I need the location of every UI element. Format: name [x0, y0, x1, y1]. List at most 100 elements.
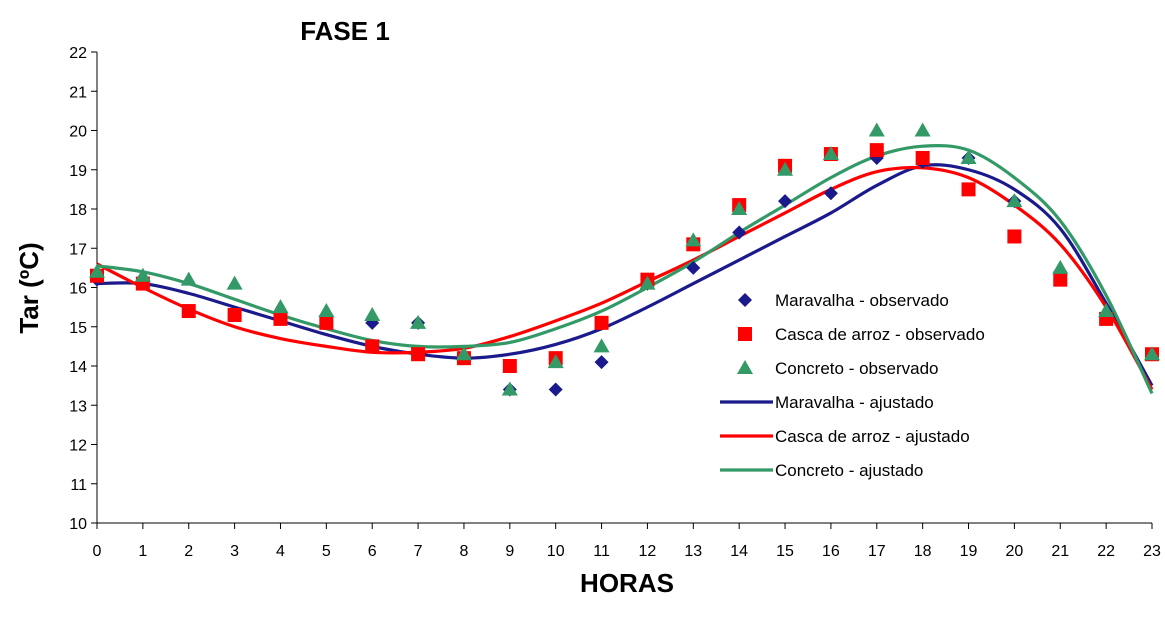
- data-point: [777, 161, 794, 176]
- line-series-5: [96, 144, 1154, 395]
- y-tick-label: 20: [69, 124, 87, 141]
- data-point: [502, 359, 517, 373]
- x-tick-label: 8: [460, 543, 469, 560]
- x-tick-label: 6: [368, 543, 377, 560]
- legend-item: Casca de arroz - ajustado: [720, 427, 970, 446]
- legend-item: Casca de arroz - observado: [738, 325, 985, 344]
- fitted-lines: [96, 144, 1154, 395]
- data-point: [778, 194, 793, 209]
- x-tick-label: 10: [547, 543, 565, 560]
- line-series-3: [96, 163, 1154, 387]
- data-point: [1053, 272, 1068, 287]
- data-point: [272, 299, 289, 314]
- data-point: [594, 355, 609, 370]
- y-tick-label: 11: [70, 477, 87, 494]
- data-point: [685, 232, 702, 247]
- line-series-4: [96, 165, 1154, 391]
- legend-item: Maravalha - ajustado: [720, 393, 934, 412]
- chart-title: FASE 1: [300, 16, 390, 46]
- legend-item: Maravalha - observado: [738, 291, 949, 310]
- x-tick-label: 23: [1143, 543, 1161, 560]
- y-axis-title: Tar (ºC): [14, 242, 44, 333]
- data-point: [1007, 229, 1022, 244]
- data-point: [410, 314, 427, 329]
- x-tick-label: 0: [93, 543, 102, 560]
- x-tick-label: 11: [593, 543, 610, 560]
- x-tick-label: 19: [960, 543, 978, 560]
- legend-label: Casca de arroz - observado: [775, 325, 985, 344]
- marker-series-1: [90, 143, 1159, 373]
- x-tick-label: 12: [639, 543, 657, 560]
- data-point: [593, 338, 610, 353]
- data-point: [960, 149, 977, 164]
- legend-item: Concreto - observado: [737, 359, 938, 378]
- y-tick-label: 19: [69, 163, 87, 180]
- x-tick-label: 22: [1097, 543, 1115, 560]
- y-tick-label: 10: [69, 516, 87, 533]
- data-point: [914, 122, 931, 137]
- data-point: [1144, 346, 1160, 361]
- data-point: [1006, 193, 1023, 208]
- marker-series-0: [90, 150, 1159, 397]
- legend-symbol: [737, 360, 753, 374]
- legend-label: Casca de arroz - ajustado: [775, 427, 970, 446]
- x-tick-label: 7: [414, 543, 423, 560]
- data-point: [134, 267, 151, 282]
- data-point: [180, 271, 197, 286]
- observed-markers: [89, 122, 1160, 397]
- data-point: [1098, 303, 1115, 318]
- data-point: [181, 304, 196, 319]
- x-tick-label: 18: [914, 543, 932, 560]
- y-tick-label: 18: [69, 202, 87, 219]
- legend-label: Maravalha - observado: [775, 291, 949, 310]
- data-point: [501, 381, 518, 396]
- data-point: [869, 143, 884, 158]
- y-tick-label: 14: [69, 359, 87, 376]
- data-point: [547, 354, 564, 369]
- data-point: [823, 186, 838, 201]
- data-point: [868, 122, 885, 137]
- x-tick-label: 4: [276, 543, 285, 560]
- data-point: [89, 263, 105, 278]
- data-point: [915, 150, 930, 165]
- data-point: [686, 260, 701, 275]
- data-point: [732, 225, 747, 240]
- data-point: [273, 311, 288, 326]
- y-tick-label: 17: [69, 241, 87, 258]
- x-tick-label: 3: [230, 543, 239, 560]
- data-point: [226, 275, 243, 290]
- legend-item: Concreto - ajustado: [720, 461, 923, 480]
- x-tick-label: 15: [776, 543, 794, 560]
- data-point: [594, 315, 609, 330]
- x-tick-label: 16: [822, 543, 840, 560]
- y-tick-label: 15: [69, 320, 87, 337]
- x-tick-label: 5: [322, 543, 331, 560]
- data-point: [319, 315, 334, 330]
- y-tick-label: 21: [69, 84, 87, 101]
- data-point: [731, 201, 748, 215]
- legend-symbol: [738, 293, 752, 307]
- data-point: [364, 306, 381, 321]
- data-point: [822, 146, 839, 161]
- legend-label: Concreto - ajustado: [775, 461, 923, 480]
- data-point: [639, 275, 656, 290]
- y-tick-label: 22: [69, 45, 87, 62]
- marker-series-2: [89, 122, 1160, 396]
- y-tick-label: 12: [69, 438, 87, 455]
- x-tick-label: 2: [184, 543, 193, 560]
- legend-label: Maravalha - ajustado: [775, 393, 934, 412]
- y-tick-label: 13: [69, 398, 87, 415]
- data-point: [227, 307, 242, 322]
- x-tick-label: 9: [505, 543, 514, 560]
- data-point: [411, 347, 426, 362]
- x-tick-label: 17: [868, 543, 886, 560]
- legend: Maravalha - observado Casca de arroz - ob…: [720, 291, 985, 480]
- x-tick-label: 1: [138, 543, 147, 560]
- data-point: [548, 382, 563, 397]
- x-tick-label: 14: [730, 543, 748, 560]
- data-point: [365, 339, 380, 354]
- data-point: [1052, 259, 1069, 274]
- legend-label: Concreto - observado: [775, 359, 938, 378]
